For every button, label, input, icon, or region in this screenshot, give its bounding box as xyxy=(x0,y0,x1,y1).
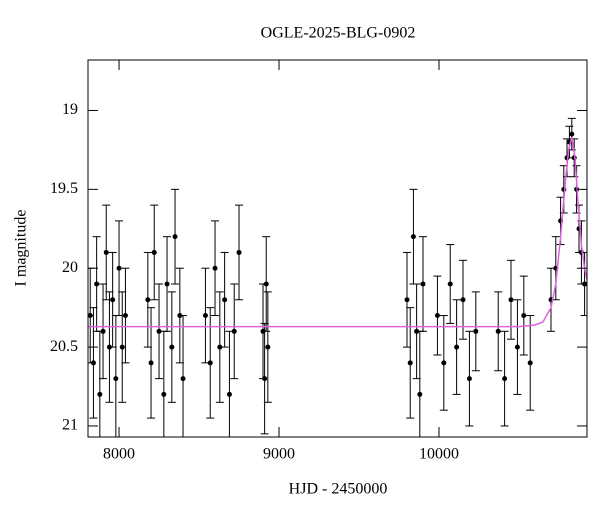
data-point xyxy=(212,265,218,271)
data-point xyxy=(119,344,125,350)
data-point xyxy=(265,344,271,350)
data-point xyxy=(122,313,128,319)
data-point xyxy=(88,313,93,319)
data-point xyxy=(404,297,410,303)
data-point xyxy=(466,376,472,382)
data-point xyxy=(495,328,501,334)
data-point xyxy=(103,249,109,255)
data-point xyxy=(508,297,514,303)
data-point xyxy=(116,265,122,271)
chart-title: OGLE-2025-BLG-0902 xyxy=(261,25,416,42)
plot-frame xyxy=(87,59,588,438)
x-tick-label: 9000 xyxy=(263,446,295,463)
y-tick-label: 19.5 xyxy=(50,180,78,197)
data-point xyxy=(164,281,170,287)
data-point xyxy=(434,313,440,319)
data-point xyxy=(441,360,447,366)
data-point xyxy=(447,281,453,287)
plot-area xyxy=(88,117,587,437)
data-point xyxy=(222,297,228,303)
data-point xyxy=(527,360,533,366)
data-point xyxy=(113,376,119,382)
data-point xyxy=(94,281,100,287)
data-point xyxy=(202,313,208,319)
y-axis-label: I magnitude xyxy=(13,210,30,287)
data-point xyxy=(236,249,242,255)
data-point xyxy=(569,131,575,137)
data-point xyxy=(263,281,269,287)
y-tick-label: 20.5 xyxy=(50,338,78,355)
data-point xyxy=(97,391,103,397)
data-point xyxy=(156,328,162,334)
y-tick-label: 19 xyxy=(62,101,78,118)
data-point xyxy=(410,234,416,240)
data-point xyxy=(169,344,175,350)
data-point xyxy=(207,360,213,366)
data-point xyxy=(262,376,268,382)
data-point xyxy=(407,360,413,366)
data-point xyxy=(454,344,460,350)
data-point xyxy=(420,281,426,287)
x-axis-label: HJD - 2450000 xyxy=(289,481,388,498)
data-point xyxy=(217,344,223,350)
data-point xyxy=(226,391,232,397)
data-point xyxy=(473,328,479,334)
data-point xyxy=(521,313,527,319)
y-tick-label: 20 xyxy=(62,259,78,276)
data-point xyxy=(100,328,106,334)
data-point xyxy=(148,360,154,366)
data-point xyxy=(110,297,116,303)
data-point xyxy=(502,376,508,382)
data-point xyxy=(231,328,237,334)
data-point xyxy=(172,234,178,240)
data-point xyxy=(460,297,466,303)
data-point xyxy=(145,297,151,303)
data-point xyxy=(417,391,423,397)
data-point xyxy=(582,281,587,287)
data-point xyxy=(180,376,186,382)
x-tick-label: 10000 xyxy=(419,446,459,463)
data-point xyxy=(151,249,157,255)
data-point xyxy=(161,391,167,397)
model-curve xyxy=(88,137,587,328)
y-tick-label: 21 xyxy=(62,417,78,434)
data-point xyxy=(90,360,96,366)
data-point xyxy=(514,344,520,350)
x-tick-label: 8000 xyxy=(103,446,135,463)
